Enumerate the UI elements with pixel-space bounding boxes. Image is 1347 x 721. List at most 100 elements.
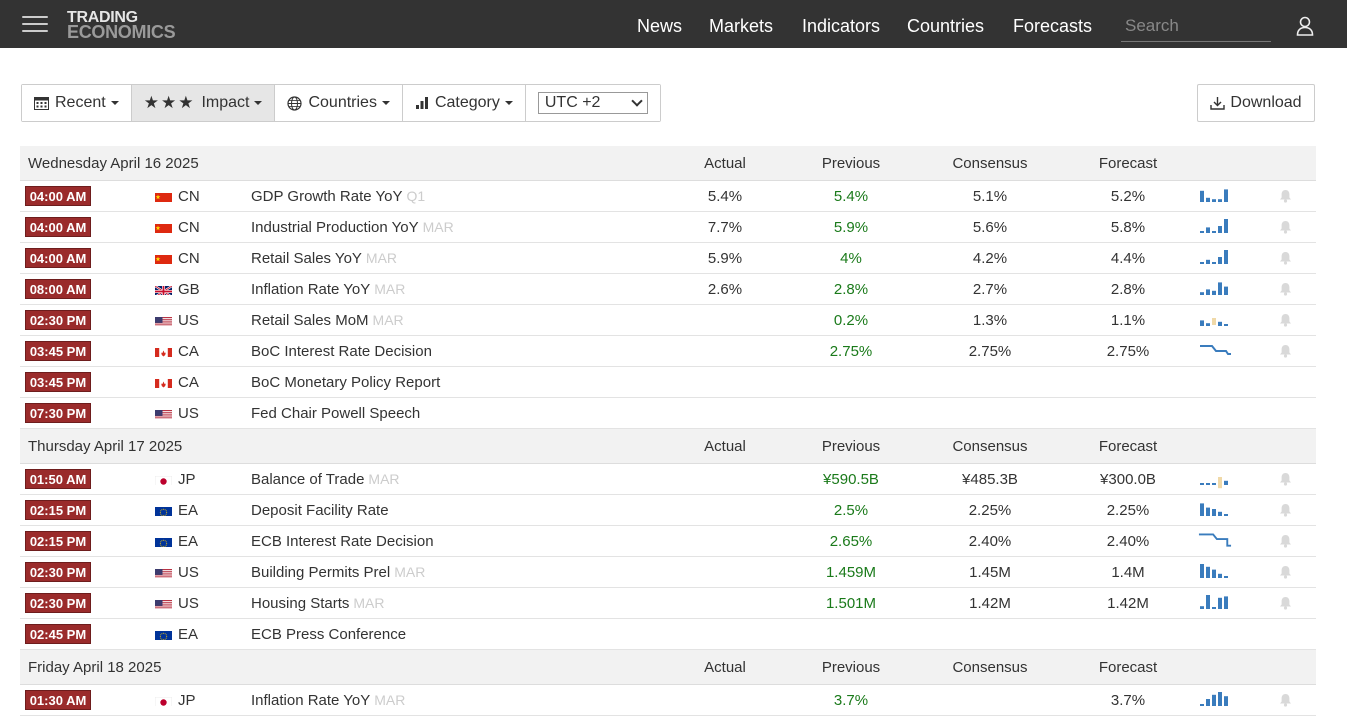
spark-bar (1200, 262, 1204, 264)
country-cell: US (155, 588, 199, 618)
logo[interactable]: TRADING ECONOMICS (67, 10, 176, 42)
bell-icon[interactable] (1279, 243, 1293, 273)
nav-indicators[interactable]: Indicators (802, 16, 881, 36)
event-link[interactable]: ECB Press Conference (251, 619, 406, 649)
bell-icon[interactable] (1279, 181, 1293, 211)
spark-bar (1218, 573, 1222, 578)
flag-cn-icon (155, 253, 172, 264)
bell-icon[interactable] (1279, 557, 1293, 587)
country-code: CN (178, 249, 200, 267)
event-name: Retail Sales YoY (251, 249, 362, 267)
bell-icon[interactable] (1279, 336, 1293, 366)
caret-down-icon (110, 101, 119, 105)
caret-down-icon (504, 101, 513, 105)
previous-value (811, 619, 891, 649)
spark-bar (1218, 226, 1222, 233)
table-row: 02:30 PM US Housing Starts MAR 1.501M 1.42M 1.… (20, 588, 1316, 619)
timezone-select[interactable]: UTC +2 (537, 92, 648, 114)
star-icon: ★ (178, 93, 194, 112)
bell-icon[interactable] (1279, 588, 1293, 618)
download-button[interactable]: Download (1197, 84, 1315, 122)
flag-eu-icon (155, 536, 172, 547)
spark-bar (1200, 564, 1204, 578)
country-code: EA (178, 501, 199, 519)
event-link[interactable]: Fed Chair Powell Speech (251, 398, 420, 428)
bell-icon[interactable] (1279, 526, 1293, 556)
event-link[interactable]: ECB Interest Rate Decision (251, 526, 434, 556)
forecast-value: 1.42M (1107, 594, 1149, 612)
time-badge: 02:30 PM (25, 593, 91, 613)
sparkline-chart[interactable] (1198, 243, 1232, 273)
forecast-value: 5.2% (1110, 187, 1146, 205)
col-previous: Previous (821, 437, 881, 455)
sparkline-chart[interactable] (1198, 464, 1232, 494)
event-link[interactable]: BoC Interest Rate Decision (251, 336, 432, 366)
flag-cn-icon (155, 191, 172, 202)
user-icon[interactable] (1296, 16, 1314, 36)
event-link[interactable]: Building Permits Prel MAR (251, 557, 425, 587)
bell-icon[interactable] (1279, 685, 1293, 715)
spark-bar (1218, 199, 1222, 202)
event-link[interactable]: Inflation Rate YoY MAR (251, 274, 405, 304)
bell-icon[interactable] (1279, 212, 1293, 242)
nav-news[interactable]: News (637, 16, 683, 36)
spark-bar (1218, 321, 1222, 326)
sparkline-chart[interactable] (1198, 588, 1232, 618)
actual-value (685, 588, 765, 618)
event-link[interactable]: Inflation Rate YoY MAR (251, 685, 405, 715)
day-date: Wednesday April 16 2025 (28, 154, 199, 172)
country-cell: CA (155, 367, 199, 397)
flag-cn-icon (155, 222, 172, 233)
nav-markets[interactable]: Markets (709, 16, 774, 36)
nav-countries[interactable]: Countries (907, 16, 985, 36)
table-row: 02:30 PM US Building Permits Prel MAR 1.459M… (20, 557, 1316, 588)
country-cell: CN (155, 181, 200, 211)
spark-bar (1218, 477, 1222, 489)
bell-icon[interactable] (1279, 305, 1293, 335)
previous-value: 4% (840, 249, 862, 267)
menu-icon[interactable] (22, 14, 48, 34)
actual-value: 2.6% (707, 280, 743, 298)
time-badge: 02:15 PM (25, 500, 91, 520)
search-input[interactable] (1121, 13, 1271, 39)
time-badge: 07:30 PM (25, 403, 91, 423)
time-badge: 02:30 PM (25, 562, 91, 582)
event-link[interactable]: BoC Monetary Policy Report (251, 367, 440, 397)
day-date: Friday April 18 2025 (28, 658, 162, 676)
event-link[interactable]: Retail Sales MoM MAR (251, 305, 404, 335)
event-link[interactable]: Housing Starts MAR (251, 588, 385, 618)
countries-dropdown[interactable]: Countries (275, 85, 403, 121)
event-link[interactable]: Industrial Production YoY MAR (251, 212, 454, 242)
sparkline-chart[interactable] (1198, 557, 1232, 587)
sparkline-chart[interactable] (1198, 495, 1232, 525)
actual-value: 5.4% (707, 187, 743, 205)
impact-dropdown[interactable]: ★ ★ ★ Impact (131, 85, 276, 121)
event-link[interactable]: Deposit Facility Rate (251, 495, 389, 525)
event-link[interactable]: Retail Sales YoY MAR (251, 243, 397, 273)
sparkline-chart[interactable] (1198, 305, 1232, 335)
sparkline-chart[interactable] (1198, 685, 1232, 715)
event-name: ECB Press Conference (251, 625, 407, 643)
event-link[interactable]: GDP Growth Rate YoY Q1 (251, 181, 425, 211)
nav-forecasts[interactable]: Forecasts (1013, 16, 1093, 36)
col-forecast: Forecast (1098, 437, 1158, 455)
previous-value: 2.65% (829, 532, 873, 550)
countries-label: Countries (308, 94, 377, 111)
sparkline-chart[interactable] (1198, 526, 1232, 556)
country-cell: EA (155, 526, 198, 556)
bell-icon[interactable] (1279, 464, 1293, 494)
event-link[interactable]: Balance of Trade MAR (251, 464, 400, 494)
bell-icon[interactable] (1279, 495, 1293, 525)
event-name: BoC Interest Rate Decision (251, 342, 432, 360)
sparkline-chart[interactable] (1198, 212, 1232, 242)
time-badge: 02:45 PM (25, 624, 91, 644)
time-badge: 04:00 AM (25, 217, 91, 237)
spark-bar (1212, 199, 1216, 202)
sparkline-chart[interactable] (1198, 274, 1232, 304)
category-dropdown[interactable]: Category (402, 85, 526, 121)
bell-icon[interactable] (1279, 274, 1293, 304)
sparkline-chart[interactable] (1198, 336, 1232, 366)
recent-dropdown[interactable]: Recent (22, 85, 132, 121)
sparkline-chart[interactable] (1198, 181, 1232, 211)
time-badge: 08:00 AM (25, 279, 91, 299)
